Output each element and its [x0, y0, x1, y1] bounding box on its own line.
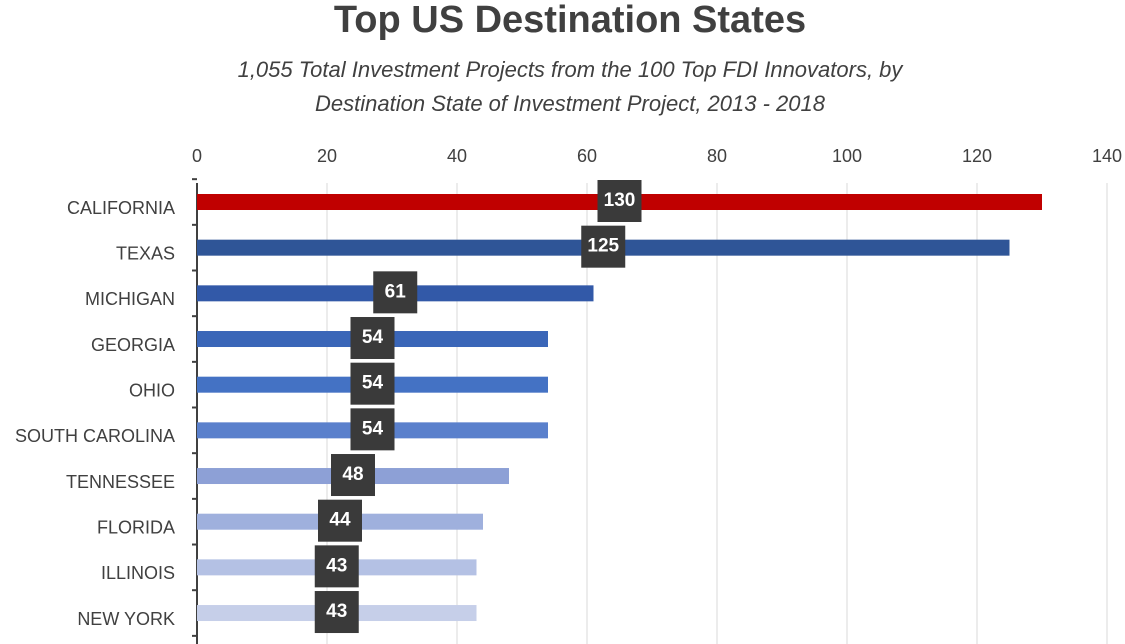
- data-label: 44: [329, 510, 351, 531]
- data-label: 61: [385, 281, 407, 302]
- chart-title: Top US Destination States: [334, 0, 806, 41]
- y-tick-label: GEORGIA: [91, 335, 175, 355]
- data-label: 54: [362, 327, 384, 348]
- data-label-box: [318, 499, 362, 542]
- y-tick-label: NEW YORK: [77, 609, 175, 629]
- y-tick-label: TEXAS: [116, 243, 175, 263]
- chart-subtitle: Destination State of Investment Project,…: [315, 91, 826, 116]
- data-label: 43: [326, 555, 347, 576]
- y-tick-label: MICHIGAN: [85, 289, 175, 309]
- data-label: 130: [604, 190, 636, 211]
- x-tick-label: 20: [317, 146, 337, 166]
- x-tick-label: 40: [447, 146, 467, 166]
- y-tick-label: FLORIDA: [97, 517, 175, 537]
- data-label-box: [350, 408, 395, 451]
- y-tick-label: OHIO: [129, 380, 175, 400]
- x-tick-label: 60: [577, 146, 597, 166]
- data-label-box: [350, 317, 395, 360]
- data-label-box: [331, 454, 375, 497]
- y-tick-label: CALIFORNIA: [67, 198, 175, 218]
- data-label-box: [314, 545, 359, 588]
- x-tick-label: 100: [832, 146, 862, 166]
- data-label: 54: [362, 418, 384, 439]
- data-label: 54: [362, 373, 384, 394]
- data-label-box: [597, 180, 642, 222]
- data-label: 125: [587, 236, 619, 257]
- data-label-box: [581, 225, 626, 268]
- x-tick-label: 80: [707, 146, 727, 166]
- data-label: 43: [326, 601, 347, 622]
- data-label-box: [373, 271, 418, 314]
- x-tick-label: 120: [962, 146, 992, 166]
- x-tick-label: 0: [192, 146, 202, 166]
- data-label: 48: [342, 464, 363, 485]
- x-tick-label: 140: [1092, 146, 1122, 166]
- y-tick-label: SOUTH CAROLINA: [15, 426, 175, 446]
- data-label-box: [314, 591, 359, 634]
- chart-subtitle: 1,055 Total Investment Projects from the…: [238, 57, 905, 82]
- y-tick-label: ILLINOIS: [101, 563, 175, 583]
- data-label-box: [350, 362, 395, 405]
- y-tick-label: TENNESSEE: [66, 472, 175, 492]
